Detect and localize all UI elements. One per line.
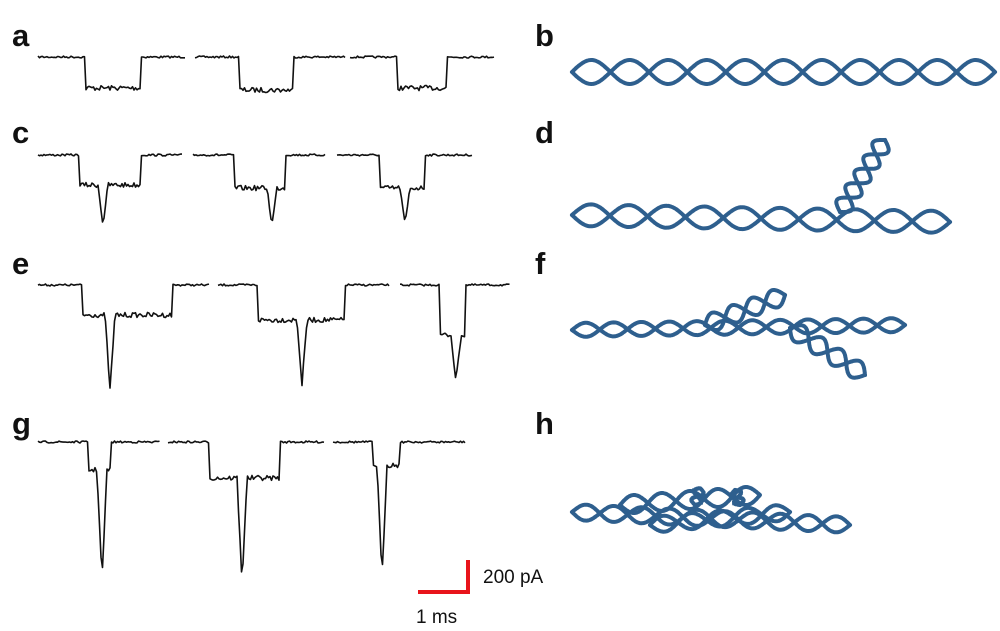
current-traces	[37, 55, 510, 573]
dna-strand	[570, 202, 952, 235]
panel-label: h	[535, 406, 554, 441]
panel-label: b	[535, 18, 554, 53]
current-trace	[192, 153, 326, 222]
scale-bar-time: 1 ms	[416, 607, 457, 628]
dna-strand	[648, 505, 792, 534]
current-trace	[349, 55, 495, 92]
current-trace	[332, 440, 466, 566]
current-trace	[336, 153, 473, 221]
current-trace	[37, 55, 185, 91]
current-trace	[37, 440, 160, 569]
dna-strand	[570, 316, 907, 339]
current-trace	[37, 153, 182, 223]
panel-label: g	[12, 406, 31, 441]
current-trace	[194, 55, 346, 94]
dna-strand	[731, 488, 744, 507]
panel-label: f	[535, 246, 546, 281]
panel-label: d	[535, 115, 554, 150]
current-trace	[217, 283, 390, 387]
dna-strand	[618, 487, 762, 515]
dna-strand	[703, 293, 787, 327]
current-trace	[167, 440, 325, 573]
dna-strand	[689, 486, 706, 507]
dna-strand	[788, 323, 867, 380]
panel-label: c	[12, 115, 29, 150]
current-trace	[37, 283, 210, 389]
current-trace	[400, 283, 510, 379]
dna-strand	[648, 503, 792, 532]
panel-label: a	[12, 18, 30, 53]
panel-label: e	[12, 246, 29, 281]
scale-bar	[418, 560, 470, 594]
dna-structures	[570, 57, 997, 535]
dna-strand	[570, 502, 852, 535]
dna-strand	[834, 138, 887, 214]
dna-strand	[570, 57, 997, 87]
scale-bar-current: 200 pA	[483, 567, 544, 588]
dna-strand	[570, 57, 997, 87]
dna-strand	[838, 138, 891, 214]
